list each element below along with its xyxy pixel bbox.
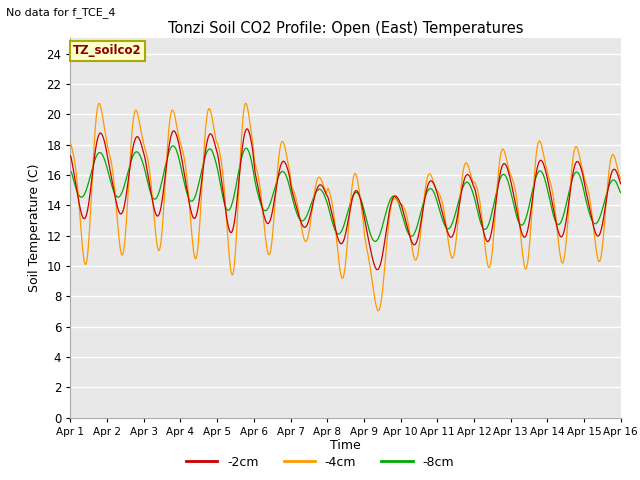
- Text: No data for f_TCE_4: No data for f_TCE_4: [6, 7, 116, 18]
- Y-axis label: Soil Temperature (C): Soil Temperature (C): [28, 164, 41, 292]
- Title: Tonzi Soil CO2 Profile: Open (East) Temperatures: Tonzi Soil CO2 Profile: Open (East) Temp…: [168, 21, 524, 36]
- Text: TZ_soilco2: TZ_soilco2: [73, 44, 142, 57]
- Legend: -2cm, -4cm, -8cm: -2cm, -4cm, -8cm: [181, 451, 459, 474]
- X-axis label: Time: Time: [330, 439, 361, 453]
